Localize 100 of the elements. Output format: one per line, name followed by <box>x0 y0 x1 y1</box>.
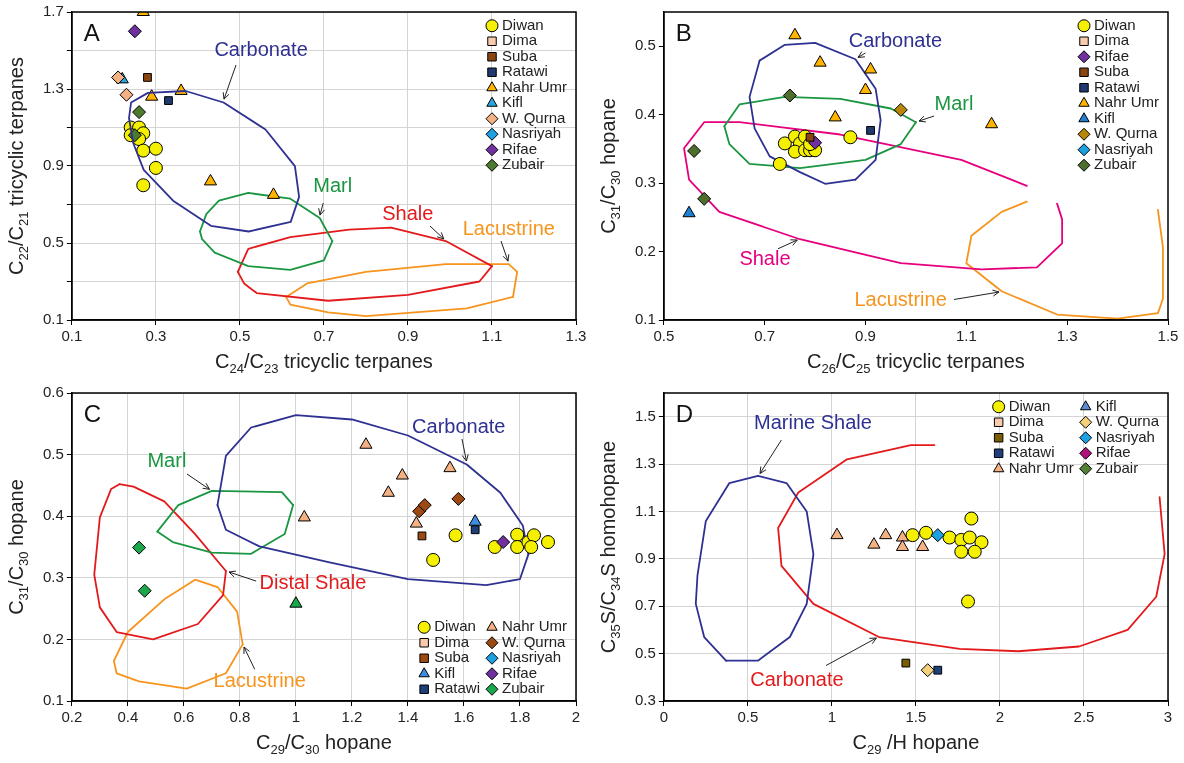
annotation: Marl <box>313 174 353 197</box>
legend-label: Kifl <box>1095 396 1117 414</box>
legend-label: Suba <box>434 648 470 666</box>
annotation: Marl <box>147 449 187 472</box>
legend-label: Kifl <box>434 663 455 681</box>
chart-title: D <box>675 399 694 427</box>
y-tick-label: 1.3 <box>634 454 656 472</box>
x-tick-label: 1.4 <box>397 708 419 726</box>
legend-label: Rifae <box>502 663 538 681</box>
annotation: Carbonate <box>214 37 308 60</box>
x-tick-label: 0.4 <box>117 708 139 726</box>
x-axis-title: C$_{24}$/C$_{23}$ tricyclic terpanes <box>214 350 433 376</box>
legend-label: Dima <box>1008 412 1045 430</box>
y-tick-label: 1.3 <box>42 79 64 97</box>
x-tick-label: 1.5 <box>905 708 927 726</box>
legend-label: Diwan <box>1008 396 1051 414</box>
legend-label: Suba <box>502 46 538 64</box>
legend-label: Diwan <box>1094 15 1136 33</box>
x-tick-label: 1.3 <box>1056 327 1078 345</box>
legend-label: Ratawi <box>1008 443 1055 461</box>
chart-title: C <box>83 399 102 427</box>
legend-label: Zubair <box>502 679 545 697</box>
y-tick-label: 0.3 <box>42 567 64 585</box>
legend-label: W. Qurna <box>1095 412 1160 430</box>
y-tick-label: 0.1 <box>42 310 64 328</box>
legend-label: Nahr Umr <box>502 617 568 635</box>
annotation: Lacustrine <box>854 287 947 310</box>
x-tick-label: 1.2 <box>341 708 363 726</box>
legend-label: Suba <box>1008 427 1045 445</box>
x-tick-label: 1.5 <box>1157 327 1179 345</box>
x-tick-label: 0.7 <box>313 327 335 345</box>
x-tick-label: 1 <box>291 708 301 726</box>
legend-label: Kifl <box>502 93 523 111</box>
legend-label: Zubair <box>502 155 545 173</box>
x-tick-label: 1.8 <box>509 708 531 726</box>
legend-label: Suba <box>1094 62 1130 80</box>
legend-label: Diwan <box>502 15 544 33</box>
legend-label: Kifl <box>1094 108 1115 126</box>
legend-label: W. Qurna <box>502 632 567 650</box>
x-tick-label: 0.2 <box>61 708 83 726</box>
chart-title: A <box>83 18 100 46</box>
x-tick-label: 0.5 <box>653 327 675 345</box>
legend-label: Diwan <box>434 617 476 635</box>
annotation: Carbonate <box>750 667 844 690</box>
y-tick-label: 0.7 <box>634 596 656 614</box>
y-tick-label: 1.1 <box>634 501 656 519</box>
y-tick-label: 0.6 <box>42 383 64 401</box>
legend-label: Rifae <box>1095 443 1131 461</box>
x-tick-label: 0.1 <box>61 327 83 345</box>
y-tick-label: 0.2 <box>42 629 64 647</box>
legend-label: Ratawi <box>1094 77 1140 95</box>
x-tick-label: 1.6 <box>453 708 475 726</box>
y-tick-label: 0.5 <box>634 643 656 661</box>
legend-label: W. Qurna <box>1094 124 1159 142</box>
x-tick-label: 2 <box>571 708 581 726</box>
x-tick-label: 0.9 <box>855 327 876 345</box>
x-tick-label: 0.7 <box>754 327 776 345</box>
legend-label: Nahr Umr <box>502 77 568 95</box>
legend-label: Nahr Umr <box>1008 458 1074 476</box>
annotation: Marine Shale <box>754 411 872 434</box>
x-tick-label: 0.5 <box>229 327 251 345</box>
x-tick-label: 1.1 <box>955 327 977 345</box>
annotation: Marl <box>934 91 974 114</box>
x-tick-label: 0.8 <box>229 708 251 726</box>
legend-label: Ratawi <box>502 62 548 80</box>
x-tick-label: 1.1 <box>481 327 503 345</box>
annotation: Lacustrine <box>213 668 306 691</box>
annotation: Shale <box>382 201 434 224</box>
chart-title: B <box>675 18 692 46</box>
x-tick-label: 0.5 <box>737 708 759 726</box>
legend-label: Dima <box>502 31 538 49</box>
x-axis-title: C$_{29}$ /H hopane <box>852 731 980 757</box>
legend-label: Ratawi <box>434 679 481 697</box>
x-tick-label: 0 <box>659 708 669 726</box>
y-tick-label: 1.7 <box>42 2 64 20</box>
x-tick-label: 2.5 <box>1073 708 1095 726</box>
y-tick-label: 0.3 <box>634 691 656 709</box>
legend-label: W. Qurna <box>502 108 567 126</box>
y-tick-label: 0.1 <box>42 691 64 709</box>
annotation: Lacustrine <box>462 216 555 239</box>
y-tick-label: 0.1 <box>634 310 656 328</box>
y-tick-label: 0.5 <box>634 36 656 54</box>
y-tick-label: 1.5 <box>634 406 656 424</box>
legend-label: Rifae <box>502 139 538 157</box>
y-tick-label: 0.2 <box>634 241 656 259</box>
y-tick-label: 0.5 <box>42 233 64 251</box>
y-tick-label: 0.9 <box>42 156 64 174</box>
annotation: Carbonate <box>848 28 943 51</box>
legend-label: Dima <box>434 632 470 650</box>
y-tick-label: 0.3 <box>634 173 656 191</box>
y-tick-label: 0.9 <box>634 548 656 566</box>
x-tick-label: 0.6 <box>173 708 195 726</box>
legend-label: Nahr Umr <box>1094 93 1160 111</box>
y-tick-label: 0.4 <box>634 104 656 122</box>
x-tick-label: 0.9 <box>397 327 419 345</box>
x-tick-label: 1.3 <box>565 327 587 345</box>
legend-label: Zubair <box>1095 458 1139 476</box>
x-axis-title: C$_{26}$/C$_{25}$ tricyclic terpanes <box>806 350 1025 376</box>
annotation: Distal Shale <box>259 570 367 593</box>
x-tick-label: 1 <box>827 708 837 726</box>
